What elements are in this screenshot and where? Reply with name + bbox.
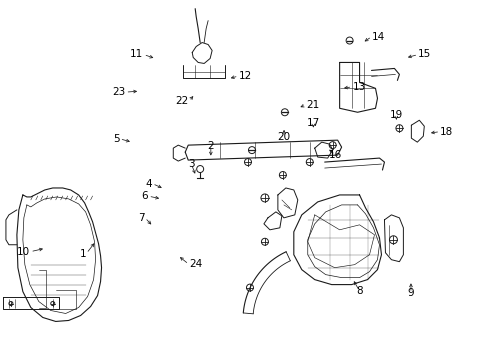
Text: 2: 2 [208,141,214,151]
Text: 20: 20 [277,132,291,142]
Text: 6: 6 [142,191,148,201]
Text: 24: 24 [189,259,202,269]
Text: 17: 17 [307,118,320,128]
Text: 21: 21 [306,100,319,110]
Text: 23: 23 [112,87,125,97]
Text: 11: 11 [130,49,144,59]
Text: 4: 4 [146,179,152,189]
Text: 22: 22 [175,96,189,106]
Text: 18: 18 [440,127,453,136]
Text: 10: 10 [17,247,30,257]
Text: 1: 1 [80,248,86,258]
Text: 5: 5 [113,134,120,144]
Text: 12: 12 [239,71,252,81]
Text: 13: 13 [352,82,366,92]
Text: 15: 15 [418,49,432,59]
Text: 8: 8 [356,286,363,296]
Text: 19: 19 [390,111,403,121]
Text: 16: 16 [329,150,342,160]
Text: 9: 9 [408,288,414,298]
Text: 3: 3 [188,159,195,169]
Text: 14: 14 [372,32,385,41]
Text: 7: 7 [138,213,145,222]
